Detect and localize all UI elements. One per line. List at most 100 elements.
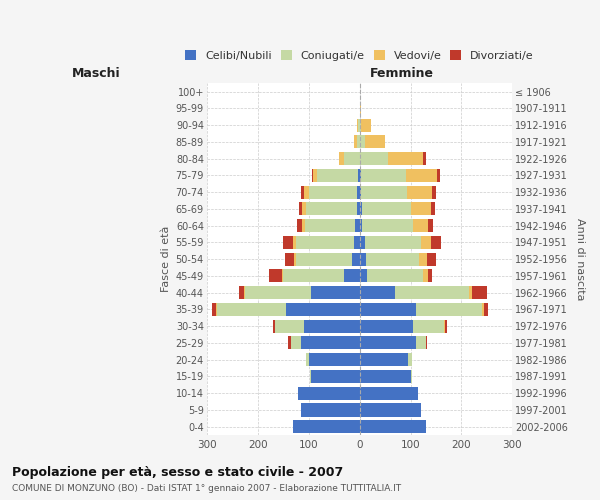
- Bar: [355, 219, 359, 232]
- Bar: [365, 252, 419, 266]
- Y-axis label: Fasce di età: Fasce di età: [161, 226, 172, 292]
- Bar: [306, 202, 357, 215]
- Bar: [357, 136, 359, 148]
- Bar: [217, 303, 286, 316]
- Bar: [301, 336, 359, 349]
- Bar: [426, 336, 427, 349]
- Bar: [359, 202, 362, 215]
- Bar: [359, 236, 365, 249]
- Bar: [359, 353, 408, 366]
- Bar: [416, 303, 482, 316]
- Bar: [293, 420, 359, 434]
- Bar: [311, 286, 359, 299]
- Bar: [301, 404, 359, 416]
- Bar: [469, 286, 472, 299]
- Bar: [305, 219, 355, 232]
- Bar: [285, 252, 295, 266]
- Bar: [428, 270, 433, 282]
- Bar: [445, 320, 447, 332]
- Bar: [358, 118, 359, 132]
- Bar: [291, 336, 301, 349]
- Bar: [299, 202, 302, 215]
- Text: Maschi: Maschi: [73, 66, 121, 80]
- Bar: [310, 370, 311, 383]
- Bar: [388, 152, 423, 165]
- Text: Popolazione per età, sesso e stato civile - 2007: Popolazione per età, sesso e stato civil…: [12, 466, 343, 479]
- Bar: [423, 152, 426, 165]
- Bar: [361, 118, 371, 132]
- Bar: [395, 286, 469, 299]
- Bar: [283, 270, 344, 282]
- Bar: [359, 118, 361, 132]
- Bar: [423, 270, 428, 282]
- Bar: [216, 303, 217, 316]
- Bar: [431, 202, 435, 215]
- Bar: [295, 252, 296, 266]
- Bar: [296, 252, 352, 266]
- Bar: [359, 303, 416, 316]
- Bar: [357, 186, 359, 198]
- Bar: [472, 286, 487, 299]
- Bar: [344, 152, 359, 165]
- Bar: [416, 336, 426, 349]
- Bar: [359, 136, 365, 148]
- Bar: [244, 286, 245, 299]
- Bar: [311, 370, 359, 383]
- Bar: [298, 386, 359, 400]
- Bar: [359, 102, 361, 115]
- Bar: [304, 186, 308, 198]
- Bar: [245, 286, 311, 299]
- Legend: Celibi/Nubili, Coniugati/e, Vedovi/e, Divorziati/e: Celibi/Nubili, Coniugati/e, Vedovi/e, Di…: [182, 46, 537, 64]
- Bar: [339, 152, 344, 165]
- Bar: [407, 186, 433, 198]
- Bar: [428, 219, 433, 232]
- Bar: [410, 370, 412, 383]
- Bar: [359, 186, 361, 198]
- Bar: [437, 169, 440, 182]
- Bar: [355, 236, 359, 249]
- Bar: [306, 353, 308, 366]
- Bar: [427, 252, 436, 266]
- Bar: [410, 202, 431, 215]
- Bar: [359, 219, 362, 232]
- Bar: [358, 169, 359, 182]
- Bar: [413, 219, 428, 232]
- Bar: [283, 236, 293, 249]
- Bar: [443, 320, 445, 332]
- Bar: [482, 303, 484, 316]
- Bar: [359, 336, 416, 349]
- Bar: [362, 219, 413, 232]
- Bar: [431, 236, 441, 249]
- Bar: [293, 236, 296, 249]
- Bar: [406, 169, 437, 182]
- Bar: [359, 270, 367, 282]
- Bar: [344, 270, 359, 282]
- Bar: [239, 286, 244, 299]
- Bar: [408, 353, 412, 366]
- Bar: [361, 169, 406, 182]
- Bar: [421, 236, 431, 249]
- Bar: [296, 236, 355, 249]
- Y-axis label: Anni di nascita: Anni di nascita: [575, 218, 585, 300]
- Bar: [433, 186, 436, 198]
- Bar: [297, 219, 302, 232]
- Bar: [308, 353, 359, 366]
- Bar: [282, 270, 283, 282]
- Bar: [359, 370, 410, 383]
- Text: COMUNE DI MONZUNO (BO) - Dati ISTAT 1° gennaio 2007 - Elaborazione TUTTITALIA.IT: COMUNE DI MONZUNO (BO) - Dati ISTAT 1° g…: [12, 484, 401, 493]
- Bar: [288, 336, 291, 349]
- Bar: [359, 404, 421, 416]
- Bar: [359, 152, 388, 165]
- Bar: [212, 303, 216, 316]
- Bar: [365, 236, 421, 249]
- Bar: [419, 252, 427, 266]
- Bar: [275, 320, 304, 332]
- Bar: [484, 303, 488, 316]
- Bar: [359, 169, 361, 182]
- Bar: [359, 252, 365, 266]
- Bar: [269, 270, 282, 282]
- Bar: [317, 169, 358, 182]
- Bar: [365, 136, 385, 148]
- Bar: [361, 186, 407, 198]
- Bar: [355, 136, 357, 148]
